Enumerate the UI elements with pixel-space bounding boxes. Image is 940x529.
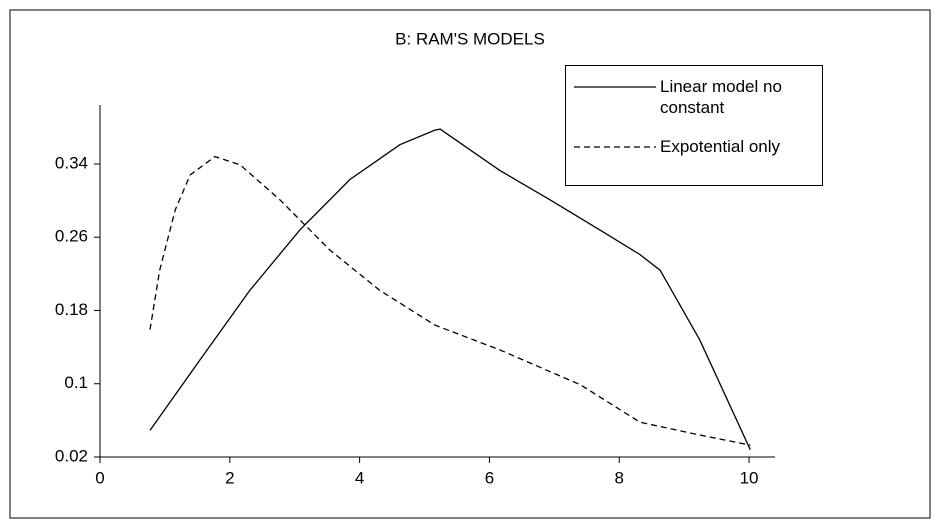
y-tick-label: 0.1 — [64, 373, 88, 392]
y-tick-label: 0.18 — [55, 300, 88, 319]
x-tick-label: 4 — [355, 468, 364, 487]
x-tick-label: 8 — [614, 468, 623, 487]
x-tick-label: 10 — [740, 468, 759, 487]
series-line — [149, 155, 751, 446]
legend: Linear model no constant Expotential only — [565, 65, 823, 186]
chart-title: B: RAM'S MODELS — [395, 29, 545, 48]
legend-swatch — [574, 86, 656, 88]
x-tick-label: 0 — [95, 468, 104, 487]
y-tick-label: 0.34 — [55, 153, 88, 172]
y-tick-label: 0.26 — [55, 227, 88, 246]
x-tick-label: 6 — [485, 468, 494, 487]
chart-border — [9, 9, 931, 519]
legend-item: Expotential only — [574, 136, 820, 157]
series-line — [149, 128, 751, 450]
legend-label: Linear model no constant — [660, 77, 782, 117]
legend-label: Expotential only — [660, 137, 781, 156]
y-tick-label: 0.02 — [55, 446, 88, 465]
x-tick-label: 2 — [225, 468, 234, 487]
legend-item: Linear model no constant — [574, 76, 820, 118]
legend-swatch — [574, 146, 656, 148]
